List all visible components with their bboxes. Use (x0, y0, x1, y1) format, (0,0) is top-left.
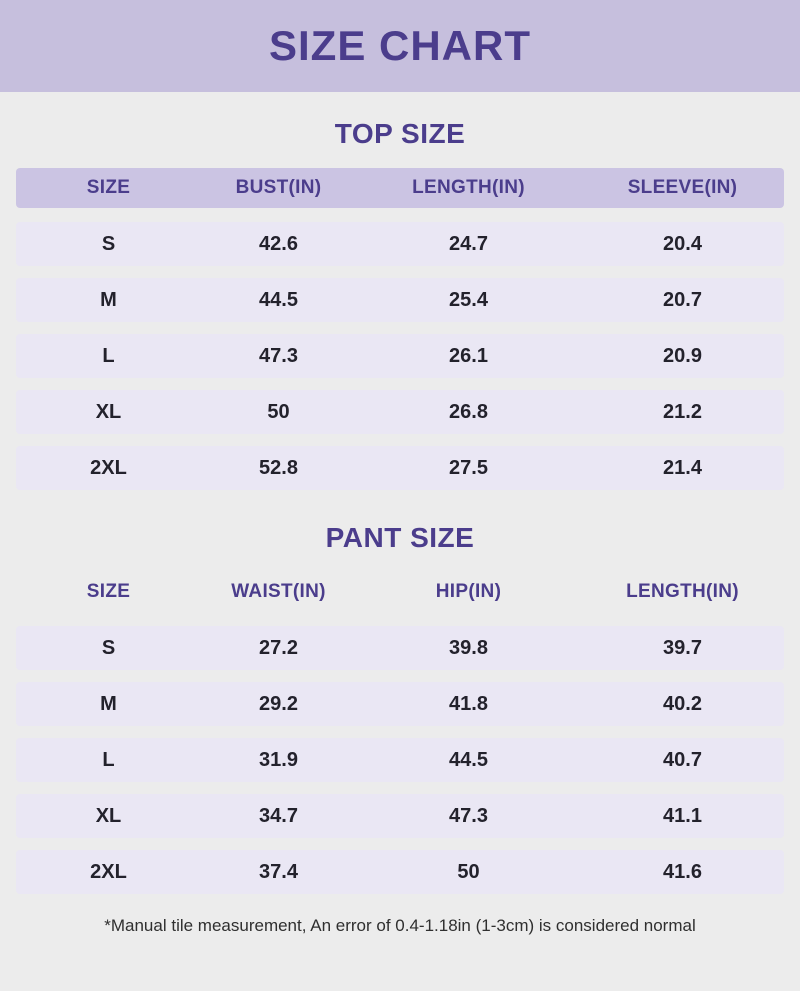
pant-size-heading: PANT SIZE (325, 522, 475, 553)
value-cell: 26.1 (449, 344, 488, 367)
value-cell: 50 (267, 400, 290, 423)
column-header: SLEEVE(IN) (627, 177, 738, 198)
size-label-cell: L (102, 344, 115, 367)
value-cell: 40.2 (663, 692, 702, 715)
table-row: S 27.2 39.8 39.7 (16, 626, 784, 670)
size-label-cell: 2XL (90, 456, 127, 479)
value-cell: 25.4 (449, 288, 488, 311)
column-header: BUST(IN) (235, 177, 322, 198)
table-row: S 42.6 24.7 20.4 (16, 222, 784, 266)
size-label-cell: L (102, 748, 115, 771)
title-banner: SIZE CHART (0, 0, 800, 92)
table-row: 2XL 52.8 27.5 21.4 (16, 446, 784, 490)
value-cell: 20.4 (663, 232, 702, 255)
column-header: HIP(IN) (435, 581, 502, 602)
top-size-table: SIZE BUST(IN) LENGTH(IN) SLEEVE(IN) S 42.6 24.… (0, 168, 800, 490)
measurement-note: *Manual tile measurement, An error of 0.… (104, 916, 696, 935)
table-row: L 47.3 26.1 20.9 (16, 334, 784, 378)
table-row: M 29.2 41.8 40.2 (16, 682, 784, 726)
table-row: XL 50 26.8 21.2 (16, 390, 784, 434)
value-cell: 44.5 (259, 288, 298, 311)
value-cell: 40.7 (663, 748, 702, 771)
value-cell: 24.7 (449, 232, 488, 255)
size-label-cell: M (100, 288, 117, 311)
value-cell: 31.9 (259, 748, 298, 771)
value-cell: 27.5 (449, 456, 488, 479)
value-cell: 41.1 (663, 804, 702, 827)
table-row: L 31.9 44.5 40.7 (16, 738, 784, 782)
value-cell: 21.4 (663, 456, 702, 479)
value-cell: 20.9 (663, 344, 702, 367)
value-cell: 39.7 (663, 636, 702, 659)
table-header-row: SIZE WAIST(IN) HIP(IN) LENGTH(IN) (16, 572, 784, 612)
table-header-row: SIZE BUST(IN) LENGTH(IN) SLEEVE(IN) (16, 168, 784, 208)
value-cell: 39.8 (449, 636, 488, 659)
size-label-cell: 2XL (90, 860, 127, 883)
value-cell: 37.4 (259, 860, 298, 883)
value-cell: 29.2 (259, 692, 298, 715)
table-row: 2XL 37.4 50 41.6 (16, 850, 784, 894)
size-label-cell: S (101, 636, 116, 659)
value-cell: 50 (457, 860, 480, 883)
value-cell: 20.7 (663, 288, 702, 311)
pant-size-table: SIZE WAIST(IN) HIP(IN) LENGTH(IN) S 27.2 39.8 3… (0, 572, 800, 894)
pant-size-section: PANT SIZE SIZE WAIST(IN) HIP(IN) LENGTH(IN)… (0, 522, 800, 894)
table-row: M 44.5 25.4 20.7 (16, 278, 784, 322)
value-cell: 34.7 (259, 804, 298, 827)
value-cell: 52.8 (259, 456, 298, 479)
value-cell: 27.2 (259, 636, 298, 659)
value-cell: 47.3 (259, 344, 298, 367)
size-label-cell: XL (95, 804, 122, 827)
column-header: LENGTH(IN) (626, 581, 739, 602)
value-cell: 26.8 (449, 400, 488, 423)
size-label-cell: M (100, 692, 117, 715)
size-chart-page: SIZE CHART TOP SIZE SIZE BUST(IN) LENGTH(I… (0, 0, 800, 935)
value-cell: 42.6 (259, 232, 298, 255)
top-size-heading: TOP SIZE (334, 118, 466, 149)
top-size-section: TOP SIZE SIZE BUST(IN) LENGTH(IN) SLEEVE(IN… (0, 118, 800, 490)
page-title: SIZE CHART (269, 22, 531, 69)
size-label-cell: S (101, 232, 116, 255)
column-header: LENGTH(IN) (412, 177, 525, 198)
value-cell: 41.6 (663, 860, 702, 883)
value-cell: 41.8 (449, 692, 488, 715)
table-row: XL 34.7 47.3 41.1 (16, 794, 784, 838)
column-header: SIZE (86, 581, 131, 602)
column-header: SIZE (86, 177, 131, 198)
size-label-cell: XL (95, 400, 122, 423)
column-header: WAIST(IN) (231, 581, 326, 602)
value-cell: 21.2 (663, 400, 702, 423)
value-cell: 44.5 (449, 748, 488, 771)
value-cell: 47.3 (449, 804, 488, 827)
